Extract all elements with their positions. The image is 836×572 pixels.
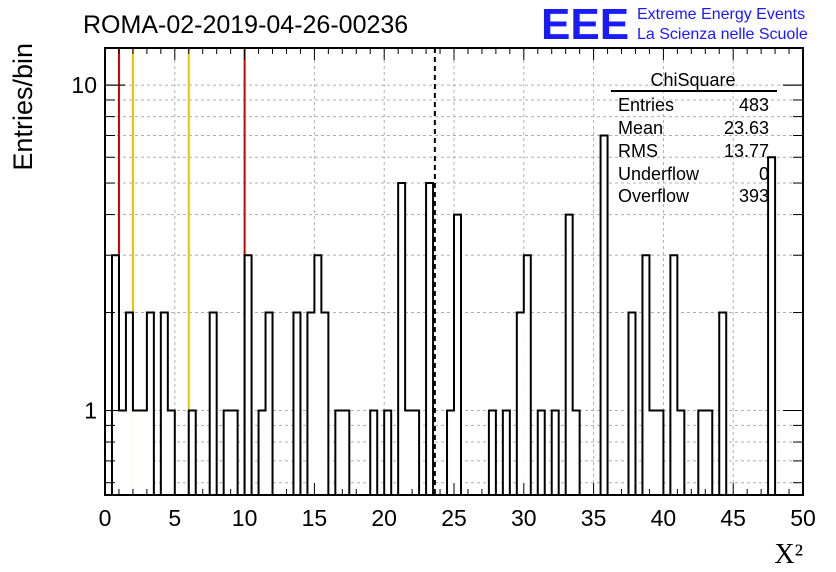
stats-value-underflow: 0: [759, 164, 769, 184]
histogram-bar: [537, 410, 545, 495]
histogram-bars: [111, 135, 776, 496]
stats-label-rms: RMS: [618, 141, 658, 161]
histogram-bar: [384, 410, 392, 495]
histogram-bar: [160, 312, 168, 495]
x-tick-label: 0: [99, 505, 112, 531]
x-tick-label: 50: [790, 505, 816, 531]
histogram-bar: [111, 255, 119, 495]
histogram-bar: [125, 312, 133, 495]
histogram-bar: [768, 157, 776, 495]
stats-label-entries: Entries: [618, 95, 674, 115]
x-tick-label: 25: [441, 505, 467, 531]
histogram-bar: [600, 135, 608, 495]
histogram-bar: [719, 312, 727, 495]
histogram-bar: [265, 312, 273, 495]
histogram-bar: [370, 410, 378, 495]
histogram-bar: [412, 410, 420, 495]
histogram-bar: [649, 410, 657, 495]
histogram-bar: [405, 410, 413, 495]
histogram-bar: [188, 410, 196, 495]
x-tick-label: 35: [581, 505, 607, 531]
stats-value-rms: 13.77: [724, 141, 769, 161]
x-axis-label: X²: [774, 539, 803, 570]
histogram-bar: [516, 312, 524, 495]
histogram-bar: [293, 312, 301, 495]
histogram-bar: [628, 312, 636, 495]
histogram-bar: [314, 255, 322, 495]
x-tick-label: 15: [302, 505, 328, 531]
y-axis-label: Entries/bin: [8, 43, 38, 171]
histogram-bar: [244, 255, 252, 495]
histogram-bar: [146, 312, 154, 495]
histogram-bar: [670, 255, 678, 495]
histogram-bar: [523, 255, 531, 495]
histogram-bar: [551, 410, 559, 495]
stats-box: ChiSquare Entries 483 Mean 23.63 RMS 13.…: [611, 70, 777, 206]
histogram-bar: [488, 410, 496, 495]
stats-label-underflow: Underflow: [618, 164, 700, 184]
histogram-bar: [132, 410, 140, 495]
stats-value-overflow: 393: [739, 186, 769, 206]
run-title: ROMA-02-2019-04-26-00236: [83, 11, 408, 39]
histogram-bar: [502, 410, 510, 495]
histogram-bar: [118, 410, 126, 495]
histogram-bar: [209, 312, 217, 495]
x-tick-label: 40: [651, 505, 677, 531]
x-tick-label: 10: [232, 505, 258, 531]
histogram-bar: [398, 183, 406, 495]
histogram-bar: [642, 255, 650, 495]
histogram-bar: [223, 410, 231, 495]
stats-label-overflow: Overflow: [618, 186, 690, 206]
logo-line-1: Extreme Energy Events: [637, 6, 805, 23]
histogram-bar: [139, 410, 147, 495]
x-tick-label: 20: [371, 505, 397, 531]
logo-eee: EEE: [541, 0, 629, 49]
histogram-bar: [342, 410, 350, 495]
stats-value-mean: 23.63: [724, 118, 769, 138]
axis-ticks: 0 5 10 15 20 25 30 35 40 45 50 1 10: [71, 48, 816, 531]
stats-label-mean: Mean: [618, 118, 663, 138]
y-tick-label: 1: [84, 398, 97, 424]
histogram-bar: [677, 410, 685, 495]
histogram-bar: [447, 410, 454, 495]
y-tick-label: 10: [71, 72, 97, 98]
histogram-bar: [230, 410, 238, 495]
x-tick-label: 45: [720, 505, 746, 531]
histogram-bar: [705, 410, 713, 495]
logo-line-2: La Scienza nelle Scuole: [637, 26, 808, 43]
plot-frame: [104, 47, 804, 496]
stats-value-entries: 483: [739, 95, 769, 115]
histogram-bar: [572, 410, 580, 495]
x-tick-label: 30: [511, 505, 537, 531]
histogram-bar: [167, 410, 175, 495]
histogram-bar: [656, 410, 664, 495]
stats-box-title: ChiSquare: [650, 70, 735, 90]
histogram-bar: [321, 312, 329, 495]
histogram-bar: [565, 214, 573, 496]
histogram-bar: [335, 410, 343, 495]
histogram-bar: [258, 410, 266, 495]
histogram-bar: [454, 214, 461, 496]
histogram-bar: [307, 312, 315, 495]
histogram-bar: [426, 183, 434, 495]
histogram-bar: [698, 410, 706, 495]
x-tick-label: 5: [168, 505, 181, 531]
